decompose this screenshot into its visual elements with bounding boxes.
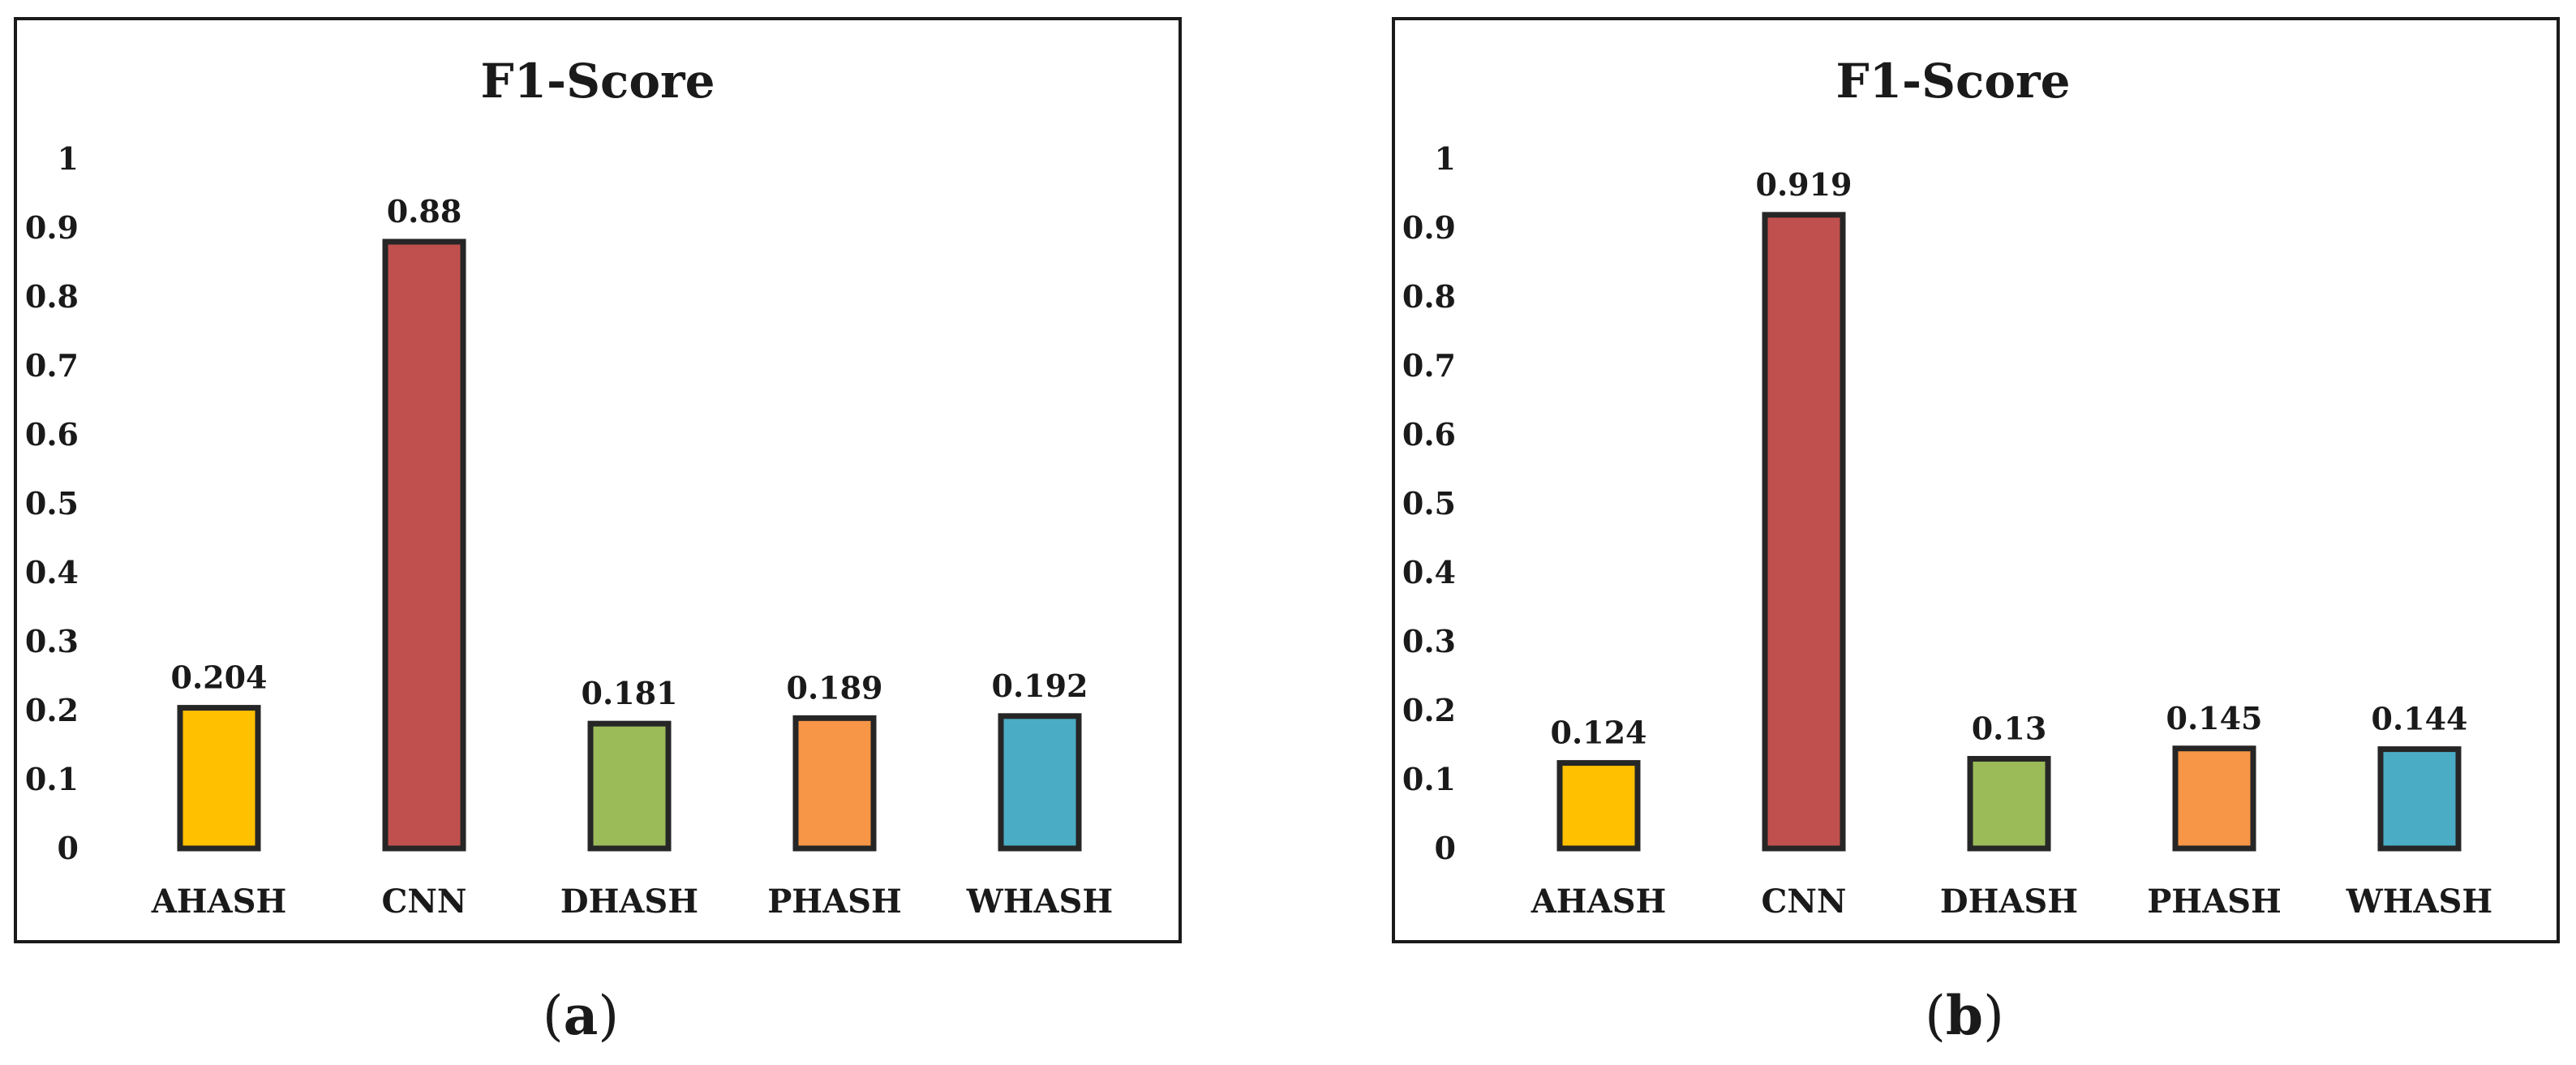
category-label-phash: PHASH xyxy=(767,882,902,921)
y-tick-label: 0.6 xyxy=(25,416,79,453)
value-labels-b: 0.124 0.919 0.13 0.145 0.144 xyxy=(1551,166,2468,751)
caption-letter-b: b xyxy=(1946,984,1983,1047)
chart-panel-b: F1-Score 0 0.1 0.2 0.3 0.4 0.5 0.6 0.7 0.8 0.9 1 0… xyxy=(1392,17,2560,943)
category-label-dhash: DHASH xyxy=(1940,882,2078,921)
value-label-ahash: 0.204 xyxy=(171,659,268,696)
category-label-phash: PHASH xyxy=(2147,882,2282,921)
value-label-dhash: 0.181 xyxy=(582,675,678,711)
y-tick-label: 0.4 xyxy=(1402,554,1456,590)
bar-phash xyxy=(2172,745,2256,852)
category-label-dhash: DHASH xyxy=(560,882,698,921)
category-labels-b: AHASH CNN DHASH PHASH WHASH xyxy=(1531,882,2492,921)
chart-title-b: F1-Score xyxy=(1836,54,2071,109)
y-tick-label: 0.9 xyxy=(1402,209,1456,246)
bar-dhash xyxy=(1967,756,2051,852)
y-tick-label: 0.3 xyxy=(1402,623,1456,659)
bar-cnn xyxy=(1762,212,1846,852)
category-label-ahash: AHASH xyxy=(151,882,287,921)
value-label-phash: 0.145 xyxy=(2166,700,2263,736)
y-tick-label: 0.9 xyxy=(25,209,79,246)
value-label-ahash: 0.124 xyxy=(1551,715,1647,751)
bars-b xyxy=(1556,212,2462,852)
category-label-cnn: CNN xyxy=(382,882,467,921)
bar-dhash xyxy=(587,720,672,852)
y-tick-label: 0.6 xyxy=(1402,416,1456,453)
chart-panel-a: F1-Score 0 0.1 0.2 0.3 0.4 0.5 0.6 0.7 0.8 0.9 1 0… xyxy=(14,17,1182,943)
bars-a xyxy=(177,238,1082,852)
y-axis-ticks-b: 0 0.1 0.2 0.3 0.4 0.5 0.6 0.7 0.8 0.9 1 xyxy=(1402,140,1456,866)
value-label-dhash: 0.13 xyxy=(1972,711,2047,747)
value-labels-a: 0.204 0.88 0.181 0.189 0.192 xyxy=(171,193,1088,711)
value-label-phash: 0.189 xyxy=(787,669,883,706)
caption-b: (b) xyxy=(1925,984,2004,1047)
caption-letter-a: a xyxy=(564,984,599,1047)
bar-ahash xyxy=(1556,760,1641,852)
value-label-cnn: 0.88 xyxy=(387,193,462,230)
bar-phash xyxy=(792,715,877,852)
y-tick-label: 0.2 xyxy=(1402,692,1456,728)
y-tick-label: 0 xyxy=(1435,830,1456,866)
y-tick-label: 0.5 xyxy=(1402,485,1456,522)
category-label-ahash: AHASH xyxy=(1531,882,1667,921)
bar-cnn xyxy=(382,238,466,852)
y-tick-label: 0.8 xyxy=(1402,278,1456,315)
value-label-whash: 0.192 xyxy=(992,668,1088,704)
category-label-whash: WHASH xyxy=(966,882,1113,921)
y-tick-label: 0.7 xyxy=(1402,347,1456,384)
y-tick-label: 0.7 xyxy=(25,347,79,384)
bar-whash xyxy=(2377,746,2462,852)
y-tick-label: 0.2 xyxy=(25,692,79,728)
y-tick-label: 0.4 xyxy=(25,554,79,590)
bar-ahash xyxy=(177,705,261,852)
y-tick-label: 0.8 xyxy=(25,278,79,315)
category-label-cnn: CNN xyxy=(1762,882,1847,921)
chart-title-a: F1-Score xyxy=(481,54,715,109)
category-label-whash: WHASH xyxy=(2346,882,2492,921)
value-label-cnn: 0.919 xyxy=(1756,166,1853,203)
bar-whash xyxy=(998,713,1082,852)
y-tick-label: 0.3 xyxy=(25,623,79,659)
y-tick-label: 1 xyxy=(58,140,79,177)
category-labels-a: AHASH CNN DHASH PHASH WHASH xyxy=(151,882,1113,921)
y-tick-label: 0 xyxy=(58,830,79,866)
y-tick-label: 0.5 xyxy=(25,485,79,522)
caption-a: (a) xyxy=(543,984,619,1047)
y-tick-label: 1 xyxy=(1435,140,1456,177)
value-label-whash: 0.144 xyxy=(2372,701,2468,737)
y-tick-label: 0.1 xyxy=(1402,761,1456,797)
y-tick-label: 0.1 xyxy=(25,761,79,797)
y-axis-ticks-a: 0 0.1 0.2 0.3 0.4 0.5 0.6 0.7 0.8 0.9 1 xyxy=(25,140,79,866)
